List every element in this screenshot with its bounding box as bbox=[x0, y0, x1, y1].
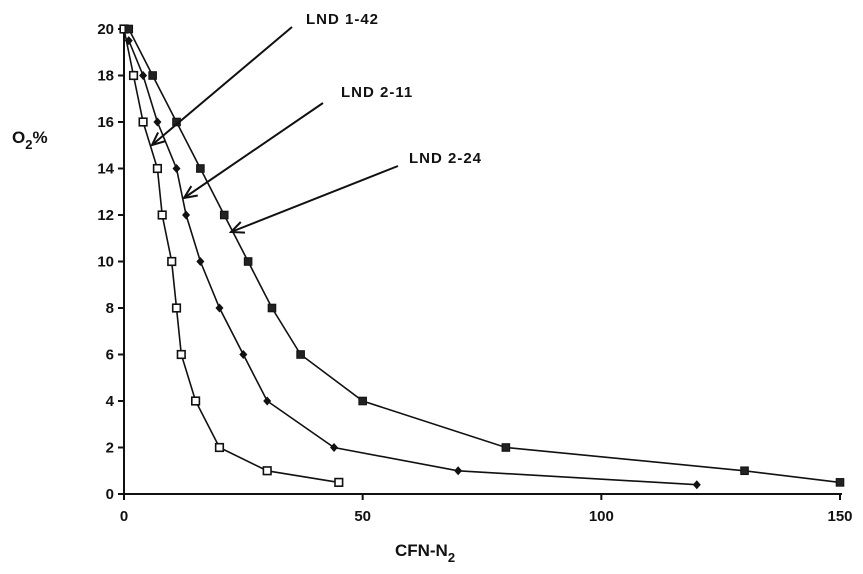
data-point bbox=[182, 210, 191, 220]
data-point bbox=[330, 443, 339, 452]
annotation-arrow bbox=[151, 26, 293, 146]
data-point bbox=[334, 477, 344, 487]
annotation-2: LND 2-11 bbox=[181, 84, 413, 200]
series-line bbox=[128, 28, 841, 484]
data-point bbox=[124, 36, 133, 46]
chart-series-layer bbox=[119, 24, 845, 490]
x-tick-label: 150 bbox=[827, 508, 852, 525]
data-point bbox=[196, 257, 205, 266]
series-2 bbox=[124, 36, 701, 490]
series-line bbox=[123, 28, 339, 484]
y-tick-label: 16 bbox=[97, 114, 114, 131]
arrow-head bbox=[228, 221, 246, 234]
annotation-arrow bbox=[230, 165, 399, 233]
annotation-label: LND 2-11 bbox=[341, 84, 413, 101]
annotation-3: LND 2-24 bbox=[228, 150, 482, 234]
arrow-head bbox=[181, 185, 198, 200]
data-point bbox=[740, 466, 749, 476]
data-point bbox=[296, 350, 305, 359]
data-point bbox=[191, 396, 201, 406]
data-point bbox=[157, 210, 167, 220]
data-point bbox=[501, 443, 511, 452]
y-tick-label: 10 bbox=[97, 254, 114, 271]
y-tick-label: 20 bbox=[97, 21, 114, 38]
data-point bbox=[124, 24, 134, 34]
data-point bbox=[219, 210, 229, 220]
data-point bbox=[215, 303, 224, 313]
series-line bbox=[128, 40, 697, 486]
data-point bbox=[176, 349, 186, 360]
y-tick-label: 14 bbox=[97, 161, 114, 178]
data-point bbox=[262, 466, 272, 476]
data-point bbox=[263, 396, 272, 406]
data-point bbox=[358, 396, 367, 406]
y-axis-label: O2% bbox=[12, 128, 48, 152]
data-point bbox=[243, 257, 253, 266]
x-axis-label: CFN-N2 bbox=[395, 541, 455, 565]
data-point bbox=[139, 71, 148, 80]
data-point bbox=[196, 164, 205, 173]
y-tick-label: 0 bbox=[106, 486, 114, 503]
chart-annotation-layer: LND 1-42 LND 2-11 LND 2-24 bbox=[150, 11, 482, 234]
data-point bbox=[167, 256, 177, 267]
annotation-arrow bbox=[183, 102, 324, 199]
annotation-1: LND 1-42 bbox=[150, 11, 379, 147]
y-tick-label: 2 bbox=[106, 440, 114, 457]
series-3 bbox=[124, 24, 845, 487]
data-point bbox=[138, 117, 148, 127]
x-tick-label: 100 bbox=[589, 508, 614, 525]
data-point bbox=[171, 303, 182, 313]
y-tick-label: 6 bbox=[106, 347, 114, 364]
data-point bbox=[267, 303, 277, 313]
data-point bbox=[172, 164, 181, 173]
data-point bbox=[214, 442, 225, 453]
y-tick-label: 4 bbox=[106, 393, 115, 410]
arrow-head bbox=[150, 131, 166, 147]
data-point bbox=[128, 70, 139, 81]
x-tick-label: 0 bbox=[120, 508, 128, 525]
annotation-label: LND 1-42 bbox=[306, 11, 379, 28]
data-point bbox=[835, 478, 845, 487]
x-tick-label: 50 bbox=[354, 508, 371, 525]
data-point bbox=[454, 466, 463, 476]
annotation-label: LND 2-24 bbox=[409, 150, 482, 167]
data-point bbox=[148, 71, 157, 80]
series-1 bbox=[119, 24, 344, 487]
data-point bbox=[152, 163, 163, 174]
data-point bbox=[692, 480, 701, 490]
y-tick-label: 8 bbox=[106, 300, 114, 317]
y-tick-label: 12 bbox=[97, 207, 114, 224]
data-point bbox=[153, 117, 162, 127]
data-point bbox=[239, 350, 248, 359]
y-tick-label: 18 bbox=[97, 68, 114, 85]
